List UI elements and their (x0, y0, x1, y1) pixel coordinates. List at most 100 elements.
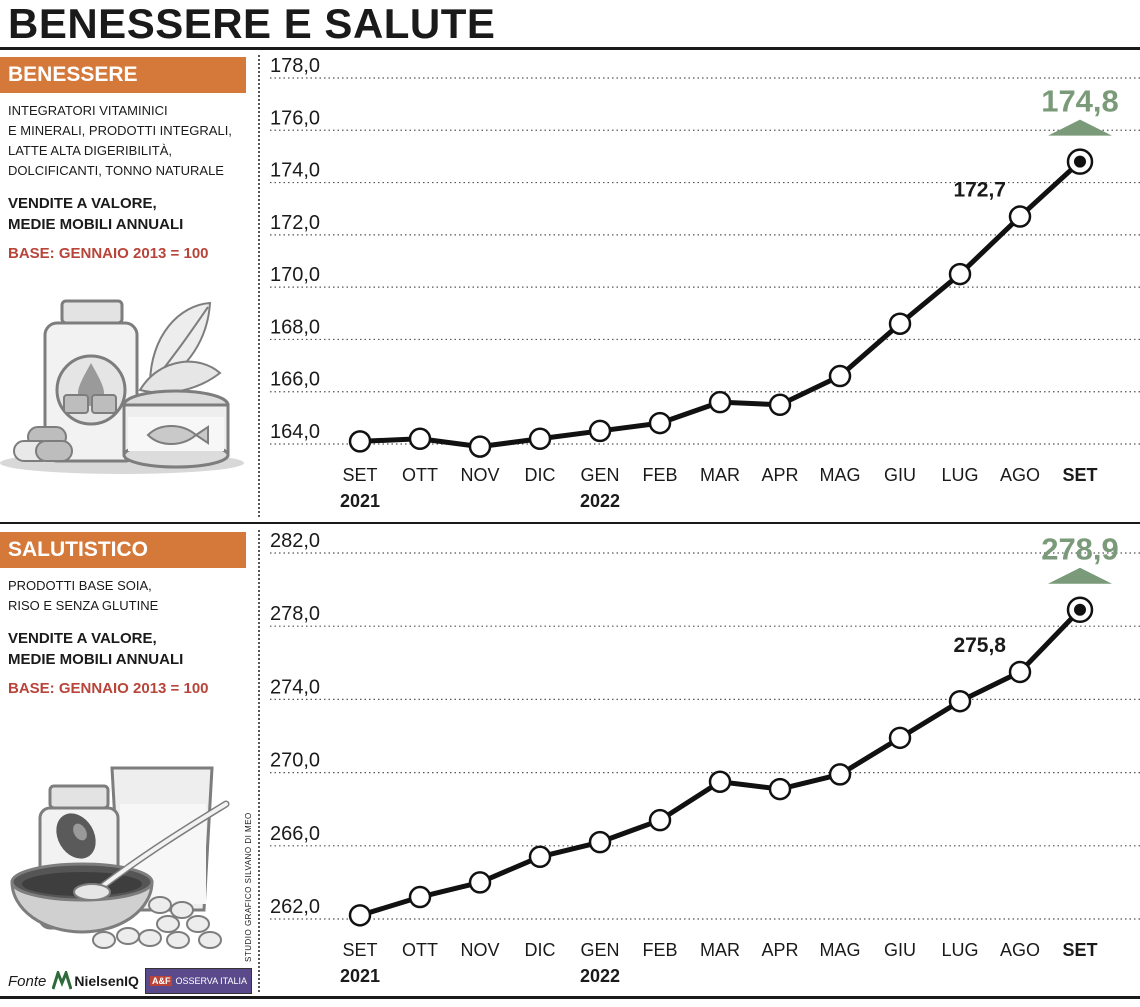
y-tick-label: 174,0 (270, 160, 320, 182)
x-tick-label: MAG (819, 465, 860, 485)
base-benessere: BASE: GENNAIO 2013 = 100 (8, 245, 209, 262)
description-line: E MINERALI, PRODOTTI INTEGRALI, (8, 123, 232, 138)
data-point (348, 430, 372, 453)
data-point (708, 390, 732, 414)
data-point (828, 364, 852, 388)
description-line: PRODOTTI BASE SOIA, (8, 578, 152, 593)
description-line: LATTE ALTA DIGERIBILITÀ, (8, 143, 172, 158)
x-tick-label: DIC (525, 465, 556, 485)
data-point (768, 777, 792, 801)
x-tick-label: APR (761, 940, 798, 960)
data-point (408, 427, 432, 451)
source-footer: Fonte NielsenIQ A&F OSSERVA ITALIA (8, 967, 252, 995)
description-salutistico: PRODOTTI BASE SOIA, RISO E SENZA GLUTINE (8, 576, 250, 616)
x-tick-label: GIU (884, 465, 916, 485)
x-tick-label: SET (1062, 940, 1097, 960)
data-point (888, 312, 912, 335)
measure-line: MEDIE MOBILI ANNUALI (8, 651, 184, 668)
data-point (528, 427, 552, 451)
y-tick-label: 274,0 (270, 676, 320, 698)
measure-line: MEDIE MOBILI ANNUALI (8, 216, 184, 233)
data-point (588, 830, 612, 854)
description-line: RISO E SENZA GLUTINE (8, 598, 159, 613)
data-point (468, 871, 492, 894)
y-tick-label: 282,0 (270, 530, 320, 552)
x-tick-label: OTT (402, 940, 438, 960)
x-tick-label: APR (761, 465, 798, 485)
y-tick-label: 270,0 (270, 750, 320, 772)
middle-rule (0, 522, 1140, 524)
x-tick-label: FEB (642, 465, 677, 485)
y-tick-label: 168,0 (270, 316, 320, 338)
x-tick-label: MAR (700, 940, 740, 960)
y-tick-label: 164,0 (270, 421, 320, 443)
x-tick-label: OTT (402, 465, 438, 485)
data-point (468, 435, 492, 458)
x-tick-label: LUG (941, 465, 978, 485)
x-tick-label: FEB (642, 940, 677, 960)
osserva-mark: A&F (149, 976, 173, 986)
bottom-rule (0, 996, 1140, 999)
x-tick-label: MAR (700, 465, 740, 485)
x-tick-label: AGO (1000, 940, 1040, 960)
data-point (408, 885, 432, 909)
x-year-label: 2022 (580, 491, 620, 511)
x-tick-label: DIC (525, 940, 556, 960)
studio-credit: STUDIO GRAFICO SILVANO DI MEO (244, 812, 253, 962)
data-point-highlight-core (1074, 603, 1086, 616)
x-year-label: 2021 (340, 966, 380, 986)
data-point (348, 904, 372, 927)
measure-line: VENDITE A VALORE, (8, 630, 157, 647)
x-tick-label: AGO (1000, 465, 1040, 485)
data-point-highlight-core (1074, 155, 1086, 168)
nielseniq-mark-icon (52, 971, 73, 990)
section-label-benessere: BENESSERE (0, 57, 246, 93)
data-point (1008, 660, 1032, 684)
supplements-illustration (0, 299, 244, 474)
y-tick-label: 170,0 (270, 264, 320, 286)
panel-separator (258, 55, 260, 517)
x-tick-label: NOV (460, 465, 499, 485)
data-label-previous: 275,8 (953, 634, 1006, 657)
x-tick-label: MAG (819, 940, 860, 960)
x-tick-label: GEN (580, 465, 619, 485)
chart-benessere: 164,0 166,0 168,0 170,0 172,0 174,0 176,0 178,0… (270, 55, 1140, 511)
y-tick-label: 266,0 (270, 823, 320, 845)
description-benessere: INTEGRATORI VITAMINICI E MINERALI, PRODO… (8, 101, 250, 181)
description-line: INTEGRATORI VITAMINICI (8, 103, 168, 118)
x-year-label: 2021 (340, 491, 380, 511)
data-point (1008, 205, 1032, 228)
panel-benessere-info: BENESSERE INTEGRATORI VITAMINICI E MINER… (0, 57, 250, 262)
data-point (528, 845, 552, 869)
chart-salutistico: 262,0 266,0 270,0 274,0 278,0 282,0 275,8 278,9… (270, 530, 1140, 986)
data-point (948, 689, 972, 713)
y-tick-label: 262,0 (270, 896, 320, 918)
panel-separator (258, 530, 260, 992)
y-tick-label: 178,0 (270, 55, 320, 77)
data-label-final: 278,9 (1041, 532, 1119, 567)
section-label-salutistico: SALUTISTICO (0, 532, 246, 568)
measure-line: VENDITE A VALORE, (8, 195, 157, 212)
y-tick-label: 166,0 (270, 369, 320, 391)
page-title: BENESSERE E SALUTE (8, 0, 496, 47)
x-tick-label: NOV (460, 940, 499, 960)
measure-benessere: VENDITE A VALORE, MEDIE MOBILI ANNUALI (8, 193, 250, 235)
nielseniq-logo: NielsenIQ (52, 971, 139, 991)
data-point (648, 808, 672, 832)
y-tick-label: 172,0 (270, 212, 320, 234)
base-salutistico: BASE: GENNAIO 2013 = 100 (8, 680, 209, 697)
soy-products-illustration (10, 766, 230, 949)
osserva-text: OSSERVA ITALIA (175, 976, 247, 986)
top-rule (0, 47, 1140, 50)
data-label-final: 174,8 (1041, 84, 1119, 119)
data-point (588, 419, 612, 443)
data-point (648, 411, 672, 435)
y-tick-label: 278,0 (270, 603, 320, 625)
x-tick-label: SET (342, 465, 377, 485)
up-arrow-icon (1048, 567, 1112, 584)
x-tick-label: SET (342, 940, 377, 960)
source-label: Fonte (8, 972, 47, 990)
data-point (948, 262, 972, 286)
x-tick-label: SET (1062, 465, 1097, 485)
y-tick-label: 176,0 (270, 107, 320, 129)
